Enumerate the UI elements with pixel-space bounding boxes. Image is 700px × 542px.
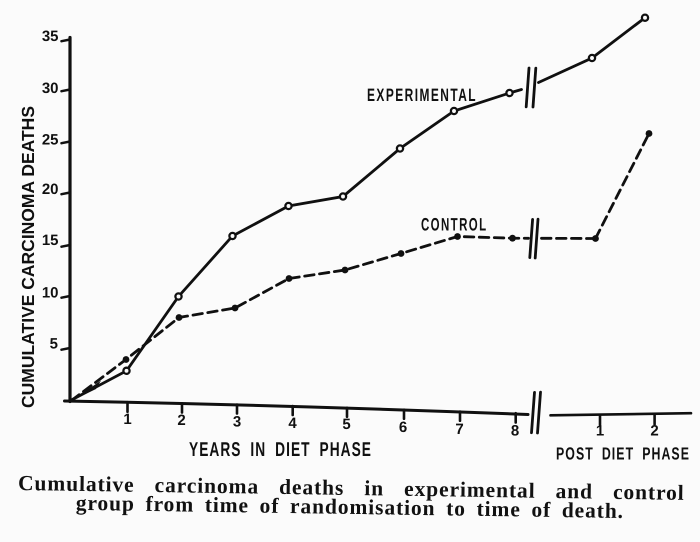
svg-text:2: 2 xyxy=(650,423,658,440)
svg-text:8: 8 xyxy=(511,423,519,440)
svg-text:15: 15 xyxy=(42,232,59,249)
svg-text:CUMULATIVE CARCINOMA DEATHS: CUMULATIVE CARCINOMA DEATHS xyxy=(18,106,38,408)
svg-text:EXPERIMENTAL: EXPERIMENTAL xyxy=(367,85,477,105)
svg-text:1: 1 xyxy=(123,411,131,428)
svg-text:25: 25 xyxy=(42,132,59,149)
svg-text:5: 5 xyxy=(50,336,58,353)
svg-text:7: 7 xyxy=(455,421,463,438)
svg-text:3: 3 xyxy=(233,414,241,431)
svg-text:35: 35 xyxy=(42,28,59,45)
svg-text:30: 30 xyxy=(42,80,59,97)
svg-text:20: 20 xyxy=(42,181,59,198)
svg-text:6: 6 xyxy=(399,419,407,436)
svg-text:CONTROL: CONTROL xyxy=(421,215,488,235)
svg-text:YEARS IN DIET PHASE: YEARS IN DIET PHASE xyxy=(189,439,372,461)
svg-text:2: 2 xyxy=(177,412,185,429)
svg-text:5: 5 xyxy=(342,416,350,433)
svg-text:POST DIET PHASE: POST DIET PHASE xyxy=(556,444,690,464)
svg-text:1: 1 xyxy=(596,423,604,440)
svg-text:10: 10 xyxy=(42,285,59,302)
svg-text:4: 4 xyxy=(288,415,297,432)
